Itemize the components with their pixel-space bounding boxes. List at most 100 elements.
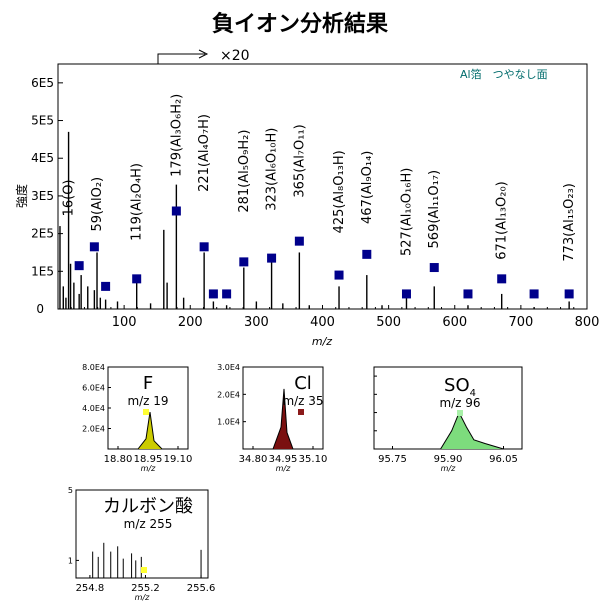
peak-annotation: 119(Al₂O₄H) [130, 163, 145, 241]
inset-marker [457, 410, 463, 416]
inset-x-tick-label: 35.10 [299, 454, 328, 465]
peak-marker [171, 206, 181, 216]
inset-x-tick-label: 255.2 [131, 583, 160, 594]
inset-peak-line [392, 411, 504, 450]
inset-x-axis-label: m/z [141, 464, 156, 473]
inset-peak-fill [118, 412, 178, 449]
inset-y-tick-label: 3.0E4 [217, 363, 240, 372]
inset-x-tick-label: 255.6 [187, 583, 216, 594]
inset-title: F [143, 373, 153, 394]
inset-x-tick-label: 19.10 [164, 454, 193, 465]
peak-annotation: 16(O) [62, 180, 77, 217]
inset-marker [141, 567, 147, 573]
peak-marker [199, 242, 209, 252]
page-title: 負イオン分析結果 [211, 12, 388, 37]
y-tick-label: 5E5 [31, 114, 54, 128]
peak-marker [429, 263, 439, 273]
peak-annotation: 527(Al₁₀O₁₆H) [399, 168, 414, 256]
inset-y-tick-label: 1.0E4 [217, 418, 240, 427]
inset-peak-line [253, 388, 313, 450]
x-tick-label: 800 [575, 315, 600, 330]
inset-frame [373, 366, 523, 450]
y-tick-label: 2E5 [31, 227, 54, 241]
inset-peak-fill [253, 388, 313, 449]
inset-x-tick-label: 18.95 [134, 454, 163, 465]
zoom-note: ×20 [220, 48, 250, 64]
inset-y-tick-label: 2.0E4 [217, 390, 240, 399]
inset-x-tick-label: 34.80 [239, 454, 268, 465]
x-tick-label: 700 [508, 315, 533, 330]
x-axis-label: m/z [312, 335, 332, 348]
zoom-arrow-line [157, 53, 205, 64]
x-tick-label: 600 [442, 315, 467, 330]
y-tick-label: 1E5 [31, 264, 54, 278]
peak-annotation: 671(Al₁₃O₂₀) [495, 181, 510, 260]
x-tick-label: 500 [376, 315, 401, 330]
peak-marker [401, 289, 411, 299]
inset-title: Cl [294, 373, 312, 394]
peak-marker [529, 289, 539, 299]
inset-y-tick-label: 2.0E4 [82, 425, 105, 434]
inset-marker [143, 409, 149, 415]
peak-marker [74, 261, 84, 271]
peak-annotation: 281(Al₅O₉H₂) [237, 130, 252, 213]
inset-x-tick-label: 95.90 [434, 454, 463, 465]
inset-y-tick-label: 8.0E4 [82, 363, 105, 372]
peak-marker [132, 274, 142, 284]
peak-marker [334, 270, 344, 280]
peak-marker [267, 253, 277, 263]
inset-marker [298, 409, 304, 415]
inset-peak-fill [392, 412, 504, 449]
x-tick-label: 400 [310, 315, 335, 330]
inset-x-tick-label: 95.75 [378, 454, 407, 465]
peak-marker [101, 281, 111, 291]
y-tick-label: 4E5 [31, 151, 54, 165]
x-tick-label: 100 [112, 315, 137, 330]
peak-annotation: 773(Al₁₅O₂₃) [562, 183, 577, 262]
inset-mz-label: m/z 35 [282, 394, 323, 408]
zoom-arrow-head [198, 49, 209, 59]
inset-x-tick-label: 18.80 [104, 454, 133, 465]
inset-y-tick-label: 6.0E4 [82, 384, 105, 393]
peak-annotation: 425(Al₈O₁₃H) [332, 150, 347, 233]
peak-marker [497, 274, 507, 284]
x-tick-label: 200 [178, 315, 203, 330]
inset-mz-label: m/z 255 [124, 517, 173, 531]
inset-peak-line [118, 412, 178, 450]
inset-mz-label: m/z 96 [439, 396, 480, 410]
inset-title: カルボン酸 [103, 496, 193, 517]
peak-annotation: 323(Al₆O₁₀H) [265, 128, 280, 211]
peak-annotation: 569(Al₁₁O₁₇) [427, 170, 442, 249]
inset-y-tick-label: 1 [68, 556, 73, 565]
y-tick-label: 0 [36, 302, 44, 316]
inset-x-axis-label: m/z [135, 593, 150, 602]
peak-marker [463, 289, 473, 299]
x-tick-label: 300 [244, 315, 269, 330]
inset-mz-label: m/z 19 [127, 394, 168, 408]
peak-marker [294, 236, 304, 246]
peak-annotation: 365(Al₇O₁₁) [292, 124, 307, 197]
inset-title: SO4 [444, 375, 476, 399]
peak-marker [89, 242, 99, 252]
peak-marker [222, 289, 232, 299]
inset-x-axis-label: m/z [276, 464, 291, 473]
sample-label: Al箔 つやなし面 [460, 67, 548, 81]
inset-y-tick-label: 5 [68, 486, 73, 495]
y-axis-label: 強度 [14, 184, 29, 208]
peak-annotation: 179(Al₃O₆H₂) [169, 94, 184, 177]
inset-x-tick-label: 254.8 [76, 583, 105, 594]
inset-y-tick-label: 4.0E4 [82, 404, 105, 413]
inset-x-tick-label: 96.05 [489, 454, 518, 465]
peak-annotation: 59(AlO₂) [90, 177, 105, 232]
peak-marker [208, 289, 218, 299]
y-tick-label: 3E5 [31, 189, 54, 203]
peak-annotation: 467(Al₉O₁₄) [360, 151, 375, 224]
peak-marker [564, 289, 574, 299]
inset-x-tick-label: 34.95 [269, 454, 298, 465]
peak-marker [239, 257, 249, 267]
y-tick-label: 6E5 [31, 76, 54, 90]
peak-marker [362, 249, 372, 259]
peak-annotation: 221(Al₄O₇H) [197, 114, 212, 192]
inset-x-axis-label: m/z [441, 464, 456, 473]
